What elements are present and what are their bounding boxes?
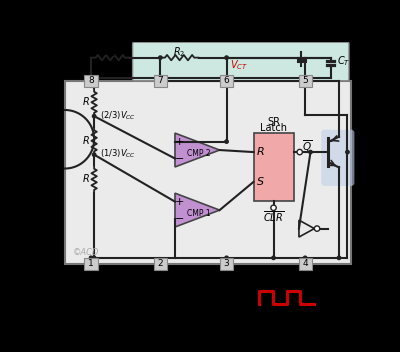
Circle shape (314, 226, 320, 231)
Text: Latch: Latch (260, 124, 287, 133)
Circle shape (225, 256, 228, 259)
Circle shape (297, 149, 302, 155)
Text: 8: 8 (88, 76, 94, 85)
Text: $V_{CT}$: $V_{CT}$ (230, 58, 248, 72)
Text: $C_T$: $C_T$ (338, 54, 351, 68)
Text: −: − (175, 214, 184, 224)
Text: $R_1$: $R_1$ (104, 45, 116, 59)
Circle shape (92, 153, 96, 156)
Circle shape (89, 256, 93, 259)
Text: CMP 1: CMP 1 (187, 209, 211, 219)
Text: CMP 2: CMP 2 (187, 149, 211, 158)
Circle shape (346, 150, 349, 154)
FancyBboxPatch shape (321, 130, 354, 186)
FancyBboxPatch shape (84, 75, 98, 87)
FancyBboxPatch shape (220, 75, 233, 87)
Polygon shape (175, 133, 220, 167)
Text: $\overline{Q}$: $\overline{Q}$ (302, 138, 312, 154)
Circle shape (309, 150, 312, 154)
FancyBboxPatch shape (254, 133, 294, 201)
Circle shape (92, 256, 96, 259)
Text: S: S (257, 177, 264, 187)
FancyBboxPatch shape (220, 258, 233, 270)
Text: R: R (256, 147, 264, 157)
Circle shape (337, 256, 341, 259)
Text: R: R (82, 136, 89, 146)
Polygon shape (299, 220, 314, 237)
Polygon shape (175, 193, 220, 227)
Circle shape (159, 56, 162, 59)
Circle shape (304, 256, 307, 259)
FancyBboxPatch shape (154, 258, 167, 270)
Text: R: R (82, 174, 89, 184)
FancyBboxPatch shape (133, 42, 349, 81)
Text: 6: 6 (224, 76, 230, 85)
Text: R: R (82, 97, 89, 107)
Text: 7: 7 (158, 76, 163, 85)
Text: $(2/3)V_{CC}$: $(2/3)V_{CC}$ (100, 109, 136, 122)
Text: SR: SR (267, 117, 280, 127)
Text: $R_2$: $R_2$ (174, 45, 186, 59)
Text: 2: 2 (158, 259, 163, 269)
FancyBboxPatch shape (65, 81, 351, 264)
Circle shape (272, 256, 275, 259)
Circle shape (92, 114, 96, 118)
Circle shape (225, 140, 228, 143)
Text: ©ACD: ©ACD (72, 248, 99, 257)
Circle shape (271, 205, 276, 210)
Text: +: + (175, 137, 184, 146)
Text: 5: 5 (302, 76, 308, 85)
Text: $(1/3)V_{CC}$: $(1/3)V_{CC}$ (100, 147, 136, 160)
FancyBboxPatch shape (298, 75, 312, 87)
FancyBboxPatch shape (84, 258, 98, 270)
Text: 4: 4 (302, 259, 308, 269)
Text: 1: 1 (88, 259, 94, 269)
Text: $\overline{CLR}$: $\overline{CLR}$ (263, 209, 284, 224)
Text: +: + (175, 197, 184, 207)
Text: 3: 3 (224, 259, 230, 269)
FancyBboxPatch shape (298, 258, 312, 270)
FancyBboxPatch shape (154, 75, 167, 87)
Circle shape (225, 56, 228, 59)
Text: −: − (175, 153, 184, 164)
